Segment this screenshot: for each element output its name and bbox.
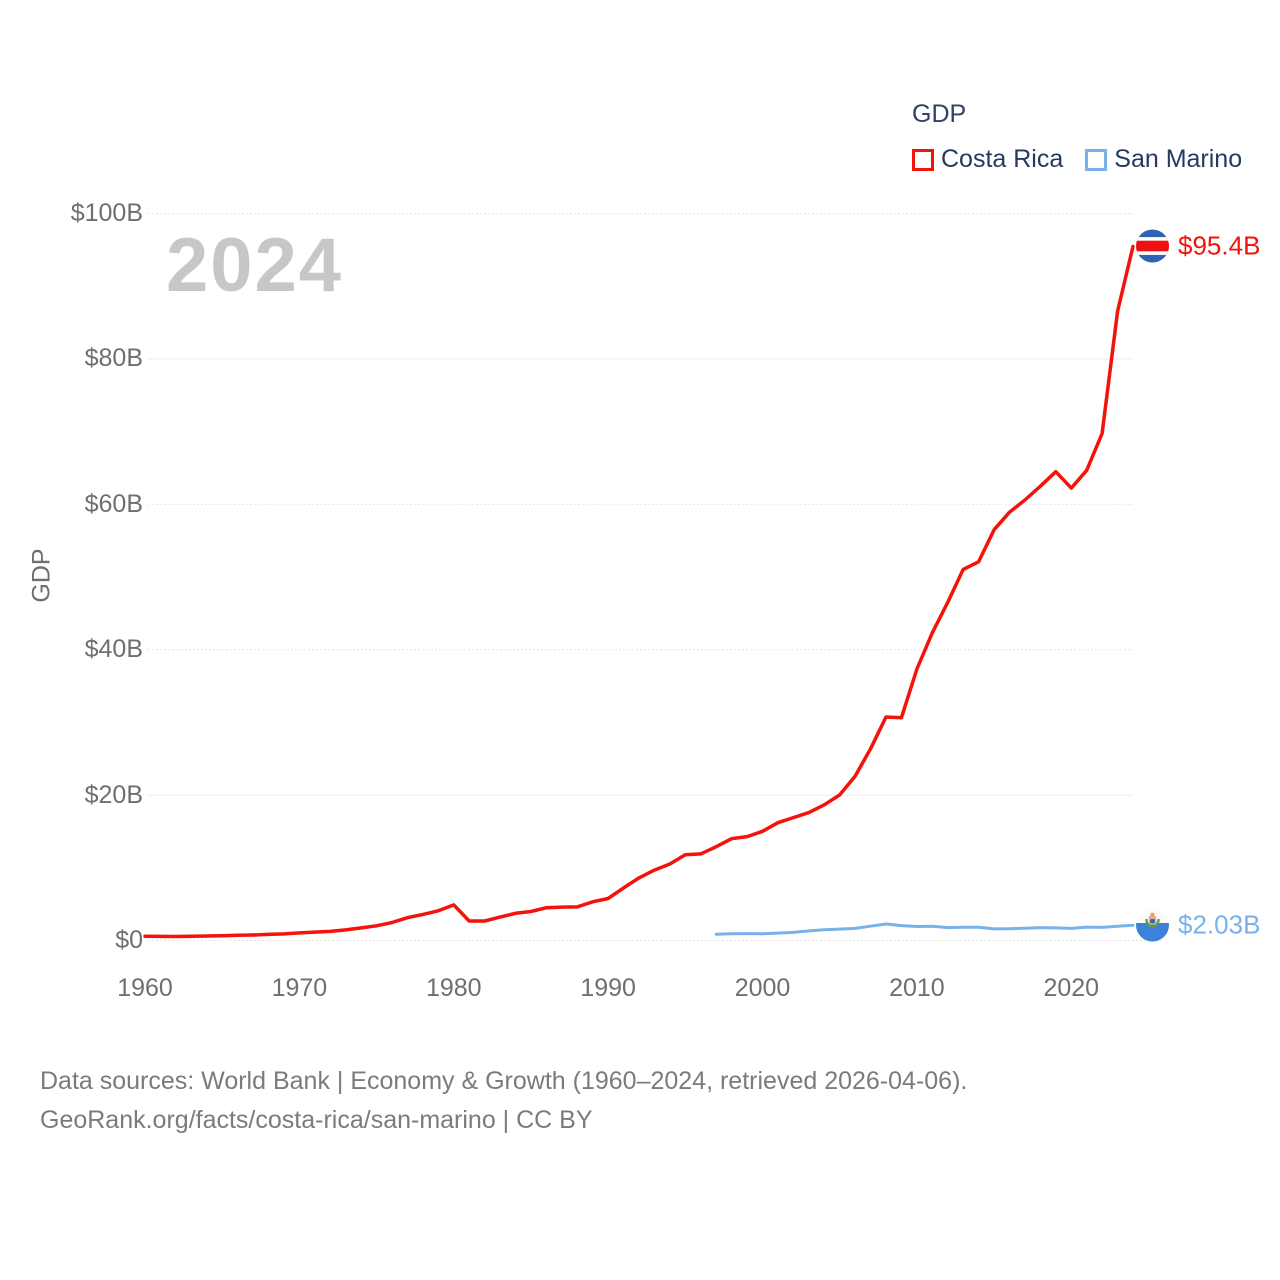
legend-label-san-marino: San Marino bbox=[1114, 145, 1243, 173]
x-tick-label: 2020 bbox=[1043, 974, 1100, 1002]
end-label-costa-rica: $95.4B bbox=[1136, 229, 1261, 263]
x-tick-label: 1960 bbox=[117, 974, 173, 1002]
legend-title: GDP bbox=[912, 100, 967, 128]
series-line-costa-rica bbox=[143, 244, 1135, 939]
gdp-line-chart bbox=[143, 213, 1162, 941]
end-value-costa-rica: $95.4B bbox=[1178, 230, 1261, 261]
costa-rica-flag-icon bbox=[1136, 229, 1169, 263]
y-axis-labels: $0 $20B $40B $60B $80B $100B bbox=[0, 0, 143, 1050]
footer-attribution-line: GeoRank.org/facts/costa-rica/san-marino … bbox=[40, 1106, 593, 1134]
y-tick-label: $100B bbox=[70, 199, 143, 227]
x-tick-label: 1970 bbox=[271, 974, 328, 1002]
y-tick-label: $60B bbox=[84, 489, 143, 518]
x-axis-labels: 1960 1970 1980 1990 2000 2010 2020 bbox=[0, 974, 1280, 1006]
legend-item-costa-rica[interactable]: Costa Rica bbox=[912, 145, 1063, 174]
legend-label-costa-rica: Costa Rica bbox=[941, 145, 1064, 173]
y-tick-label: $20B bbox=[84, 780, 143, 809]
series-line-san-marino bbox=[714, 922, 1135, 936]
legend: GDP Costa Rica San Marino bbox=[912, 100, 1242, 174]
footer: Data sources: World Bank | Economy & Gro… bbox=[40, 1062, 967, 1140]
legend-swatch-san-marino bbox=[1085, 148, 1108, 171]
footer-sources-line: Data sources: World Bank | Economy & Gro… bbox=[40, 1067, 968, 1095]
y-tick-label: $0 bbox=[115, 926, 143, 954]
legend-item-san-marino[interactable]: San Marino bbox=[1085, 145, 1242, 174]
x-tick-label: 1980 bbox=[425, 974, 482, 1002]
y-tick-label: $40B bbox=[84, 635, 143, 664]
y-axis-title: GDP bbox=[27, 548, 56, 603]
x-tick-label: 2000 bbox=[734, 974, 791, 1002]
end-label-san-marino: $2.03B bbox=[1136, 908, 1261, 942]
san-marino-flag-icon bbox=[1136, 908, 1169, 942]
x-tick-label: 2010 bbox=[889, 974, 945, 1002]
watermark-year: 2024 bbox=[166, 223, 344, 308]
legend-swatch-costa-rica bbox=[912, 148, 934, 171]
x-tick-label: 1990 bbox=[580, 974, 636, 1002]
y-tick-label: $80B bbox=[84, 344, 143, 373]
end-value-san-marino: $2.03B bbox=[1178, 909, 1261, 940]
legend-row: Costa Rica San Marino bbox=[912, 145, 1242, 174]
